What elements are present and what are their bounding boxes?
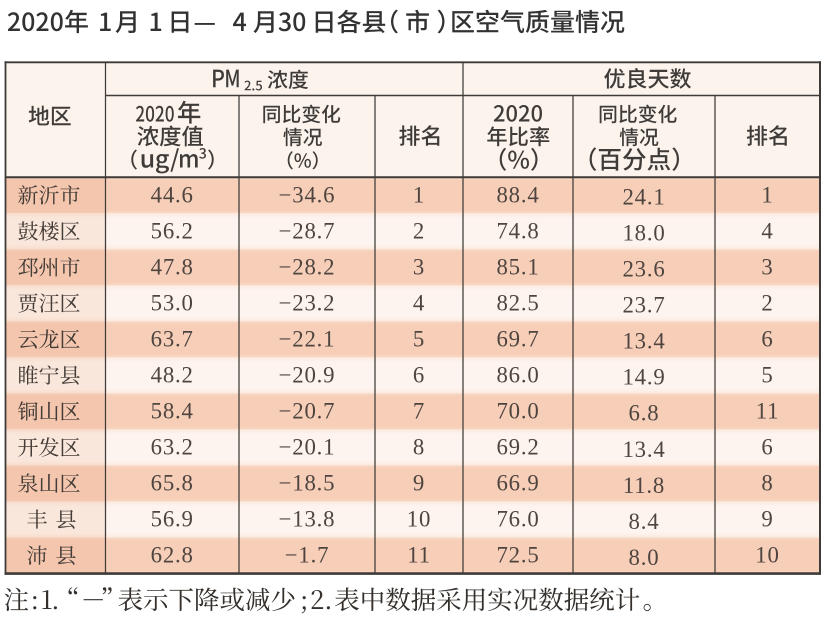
svg-text:−23.2: −23.2	[279, 290, 336, 315]
svg-text:1: 1	[761, 182, 773, 207]
svg-text:86.0: 86.0	[496, 363, 539, 388]
svg-text:74.8: 74.8	[496, 218, 539, 243]
svg-text:8.4: 8.4	[629, 509, 660, 534]
svg-text:58.4: 58.4	[151, 399, 194, 424]
svg-text:10: 10	[755, 543, 779, 568]
svg-text:−18.5: −18.5	[279, 471, 336, 496]
svg-text:6: 6	[761, 326, 773, 351]
svg-text:3: 3	[413, 254, 425, 279]
svg-text:1: 1	[413, 182, 425, 207]
svg-text:6.8: 6.8	[629, 401, 660, 426]
svg-text:76.0: 76.0	[496, 507, 539, 532]
svg-text:14.9: 14.9	[622, 365, 665, 390]
svg-text:5: 5	[413, 326, 425, 351]
svg-text:4: 4	[761, 218, 773, 243]
svg-text:9: 9	[761, 507, 773, 532]
svg-text:23.7: 23.7	[622, 293, 665, 318]
svg-text:−28.2: −28.2	[279, 254, 336, 279]
svg-text:69.2: 69.2	[496, 435, 539, 460]
svg-text:7: 7	[413, 399, 425, 424]
svg-text:66.9: 66.9	[496, 471, 539, 496]
svg-text:2: 2	[761, 290, 773, 315]
svg-text:65.8: 65.8	[151, 471, 194, 496]
svg-text:13.4: 13.4	[622, 329, 665, 354]
svg-text:48.2: 48.2	[151, 363, 194, 388]
svg-text:24.1: 24.1	[622, 185, 665, 210]
svg-text:−22.1: −22.1	[279, 326, 336, 351]
svg-text:11: 11	[407, 543, 431, 568]
svg-text:3: 3	[761, 254, 773, 279]
svg-text:2: 2	[413, 218, 425, 243]
svg-text:63.2: 63.2	[151, 435, 194, 460]
svg-text:11.8: 11.8	[623, 473, 665, 498]
svg-text:63.7: 63.7	[151, 326, 194, 351]
svg-text:−13.8: −13.8	[279, 507, 336, 532]
svg-text:−20.7: −20.7	[279, 399, 336, 424]
svg-text:−28.7: −28.7	[279, 218, 336, 243]
svg-text:9: 9	[413, 471, 425, 496]
svg-text:82.5: 82.5	[496, 290, 539, 315]
svg-text:56.9: 56.9	[151, 507, 194, 532]
svg-text:72.5: 72.5	[496, 543, 539, 568]
svg-text:62.8: 62.8	[151, 543, 194, 568]
svg-text:23.6: 23.6	[622, 257, 665, 282]
svg-text:4: 4	[413, 290, 425, 315]
svg-text:18.0: 18.0	[622, 221, 665, 246]
svg-text:44.6: 44.6	[151, 182, 194, 207]
svg-text:70.0: 70.0	[496, 399, 539, 424]
svg-text:56.2: 56.2	[151, 218, 194, 243]
svg-text:−20.9: −20.9	[279, 363, 336, 388]
svg-text:5: 5	[761, 363, 773, 388]
svg-text:69.7: 69.7	[496, 326, 539, 351]
svg-text:−1.7: −1.7	[285, 543, 330, 568]
svg-text:−34.6: −34.6	[279, 182, 336, 207]
svg-text:13.4: 13.4	[622, 437, 665, 462]
svg-text:8.0: 8.0	[629, 545, 660, 570]
svg-text:53.0: 53.0	[151, 290, 194, 315]
svg-text:6: 6	[413, 363, 425, 388]
svg-text:8: 8	[413, 435, 425, 460]
svg-text:11: 11	[756, 399, 780, 424]
svg-text:10: 10	[407, 507, 431, 532]
svg-text:85.1: 85.1	[496, 254, 539, 279]
svg-text:6: 6	[761, 435, 773, 460]
svg-text:88.4: 88.4	[496, 182, 539, 207]
svg-text:−20.1: −20.1	[279, 435, 336, 460]
svg-text:47.8: 47.8	[151, 254, 194, 279]
svg-text:8: 8	[761, 471, 773, 496]
